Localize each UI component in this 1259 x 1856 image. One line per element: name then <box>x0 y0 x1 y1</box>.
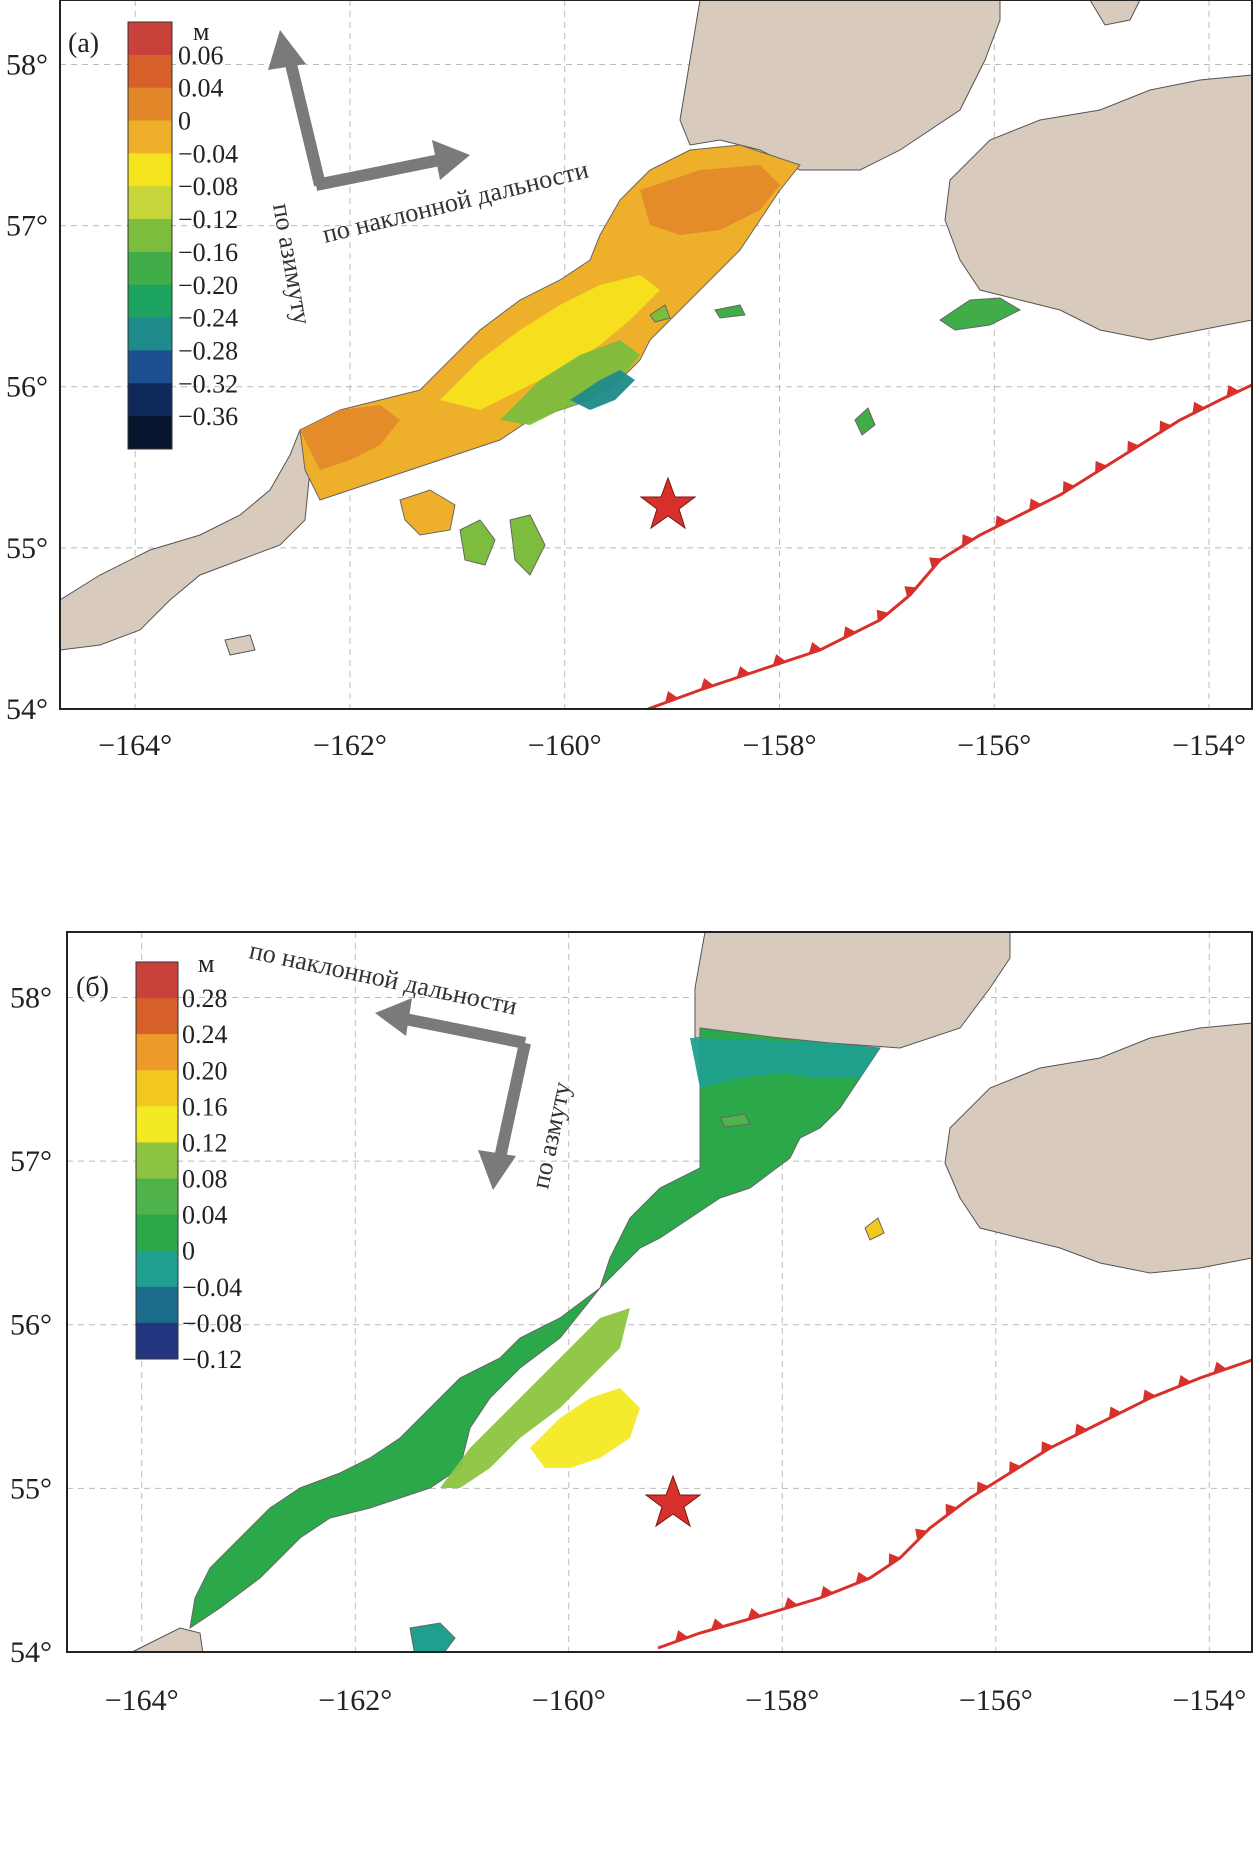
colorbar-label: −0.36 <box>178 402 238 431</box>
y-tick-label: 57° <box>10 1145 52 1178</box>
colorbar-swatch <box>136 1215 178 1252</box>
colorbar-label: −0.04 <box>182 1273 242 1302</box>
y-tick-label: 58° <box>6 48 48 81</box>
colorbar-label: 0.08 <box>182 1165 228 1194</box>
x-tick-label: −154° <box>1172 729 1246 762</box>
colorbar-swatch <box>128 285 172 318</box>
x-tick-label: −164° <box>105 1684 179 1717</box>
colorbar-swatch <box>136 1034 178 1071</box>
colorbar-label: 0.24 <box>182 1020 228 1049</box>
colorbar-swatch <box>128 383 172 416</box>
x-tick-label: −162° <box>313 729 387 762</box>
x-tick-label: −160° <box>528 729 602 762</box>
colorbar-swatch <box>136 1287 178 1324</box>
island-green-cluster <box>470 1653 505 1698</box>
colorbar-swatch <box>128 22 172 55</box>
colorbar-label: −0.12 <box>182 1345 242 1374</box>
colorbar-swatch <box>128 55 172 88</box>
colorbar-label: −0.12 <box>178 205 238 234</box>
colorbar-label: −0.08 <box>182 1309 242 1338</box>
colorbar-swatch <box>128 121 172 154</box>
colorbar-label: −0.32 <box>178 369 238 398</box>
colorbar-label: 0.04 <box>182 1201 228 1230</box>
colorbar-swatch <box>136 998 178 1035</box>
colorbar: 0.28 0.24 0.20 0.16 0.12 0.08 0.04 0 −0.04 −0.08 −… <box>136 962 242 1374</box>
sea-background <box>60 0 1252 709</box>
y-tick-label: 54° <box>10 1636 52 1669</box>
map-panel-b: 0.28 0.24 0.20 0.16 0.12 0.08 0.04 0 −0.04 −0.08 −… <box>0 928 1259 1856</box>
x-tick-label: −160° <box>532 1684 606 1717</box>
colorbar-swatch <box>136 1251 178 1288</box>
colorbar-label: −0.28 <box>178 336 238 365</box>
y-tick-label: 54° <box>6 693 48 726</box>
colorbar-swatch <box>128 416 172 449</box>
y-tick-label: 55° <box>10 1472 52 1505</box>
x-axis-ticks: −164° −162° −160° −158° −156° −154° <box>98 729 1246 762</box>
colorbar-swatch <box>128 252 172 285</box>
colorbar-unit: м <box>198 949 214 978</box>
x-tick-label: −162° <box>318 1684 392 1717</box>
colorbar-label: −0.20 <box>178 271 238 300</box>
y-tick-label: 58° <box>10 981 52 1014</box>
y-axis-ticks: 58° 57° 56° 55° 54° <box>10 981 52 1669</box>
x-axis-ticks: −164° −162° −160° −158° −156° −154° <box>105 1684 1246 1717</box>
x-tick-label: −158° <box>743 729 817 762</box>
colorbar-label: 0.04 <box>178 74 224 103</box>
colorbar-swatch <box>136 1070 178 1107</box>
colorbar-swatch <box>136 1142 178 1179</box>
colorbar-label: −0.08 <box>178 172 238 201</box>
colorbar-swatch <box>136 1323 178 1360</box>
colorbar-label: 0.16 <box>182 1092 228 1121</box>
x-tick-label: −156° <box>957 729 1031 762</box>
y-axis-ticks: 58° 57° 56° 55° 54° <box>6 48 48 726</box>
y-tick-label: 55° <box>6 532 48 565</box>
colorbar-unit: м <box>193 17 209 46</box>
x-tick-label: −154° <box>1172 1684 1246 1717</box>
colorbar-label: −0.24 <box>178 304 238 333</box>
panel-label: (а) <box>68 28 99 59</box>
colorbar-swatch <box>136 1179 178 1216</box>
y-tick-label: 57° <box>6 210 48 243</box>
colorbar-swatch <box>128 318 172 351</box>
colorbar-swatch <box>136 1106 178 1143</box>
colorbar-swatch <box>136 962 178 999</box>
y-tick-label: 56° <box>6 371 48 404</box>
x-tick-label: −156° <box>959 1684 1033 1717</box>
figure-panel-b: 0.28 0.24 0.20 0.16 0.12 0.08 0.04 0 −0.04 −0.08 −… <box>0 928 1259 1856</box>
colorbar-label: 0 <box>178 107 191 136</box>
colorbar-label: −0.04 <box>178 139 238 168</box>
colorbar-swatch <box>128 350 172 383</box>
island-small-sw <box>230 1713 260 1733</box>
colorbar-swatch <box>128 153 172 186</box>
colorbar-swatch <box>128 88 172 121</box>
colorbar-swatch <box>128 219 172 252</box>
colorbar-label: −0.16 <box>178 238 238 267</box>
colorbar-label: 0.20 <box>182 1056 228 1085</box>
panel-label: (б) <box>76 972 109 1003</box>
map-panel-a: 0.060.040−0.04−0.08−0.12−0.16−0.20−0.24−… <box>0 0 1259 928</box>
y-tick-label: 56° <box>10 1309 52 1342</box>
figure-panel-a: 0.06 0.04 0 −0.04 −0.08 −0.12 −0.16 −0.20 −0.24−… <box>0 0 1259 928</box>
colorbar-label: 0 <box>182 1237 195 1266</box>
colorbar-label: 0.28 <box>182 984 228 1013</box>
x-tick-label: −158° <box>745 1684 819 1717</box>
colorbar-swatch <box>128 186 172 219</box>
x-tick-label: −164° <box>98 729 172 762</box>
colorbar-label: 0.12 <box>182 1128 228 1157</box>
